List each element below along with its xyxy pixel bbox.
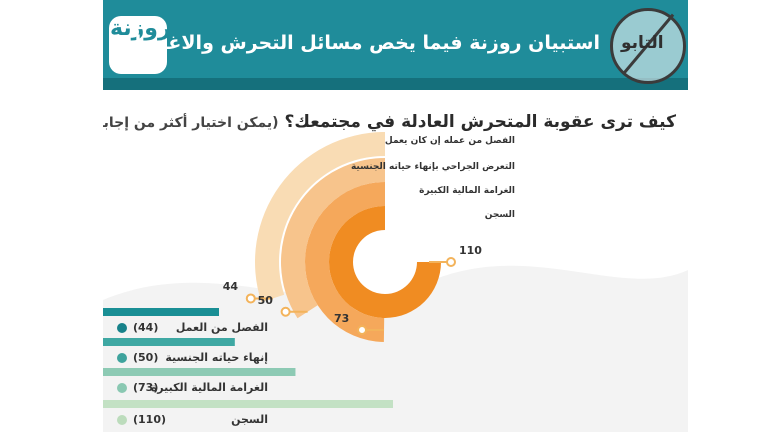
infographic: روزنة استبيان روزنة فيما يخص مسائل التحر… — [103, 0, 688, 432]
bar-value-0: (44) — [133, 321, 159, 334]
leader-marker-1 — [280, 306, 291, 317]
arc-value-3: 110 — [459, 244, 482, 257]
question-text: كيف ترى عقوبة المتحرش العادلة في مجتمعك؟ — [284, 112, 677, 132]
bar-label-2: الغرامة المالية الكبيرة — [150, 381, 268, 394]
leader-marker-0 — [245, 293, 256, 304]
arc-1 — [281, 158, 385, 319]
bar-dot-1 — [117, 353, 127, 363]
background-wave — [103, 265, 688, 432]
bar-label-3: السجن — [231, 413, 268, 426]
arc-value-0: 44 — [222, 280, 239, 294]
bar-3 — [103, 400, 393, 408]
question-title: كيف ترى عقوبة المتحرش العادلة في مجتمعك؟… — [103, 112, 676, 132]
arc-3 — [329, 206, 441, 318]
bar-value-2: (73) — [133, 381, 159, 394]
header-band — [103, 78, 688, 90]
arc-2 — [305, 182, 385, 342]
header-title: استبيان روزنة فيما يخص مسائل التحرش والا… — [115, 32, 600, 54]
logo-tile — [109, 16, 167, 74]
radial-bar-chart — [103, 132, 688, 432]
leader-marker-2 — [357, 324, 368, 335]
left-margin — [0, 0, 103, 432]
bar-value-1: (50) — [133, 351, 159, 364]
bar-dot-0 — [117, 323, 127, 333]
bar-value-3: (110) — [133, 413, 167, 426]
arc-0 — [254, 132, 385, 303]
bar-label-0: الفصل من العمل — [175, 321, 268, 334]
bar-0 — [103, 308, 219, 316]
arc-category-1: التعرض الجراحي بإنهاء حياته الجنسية — [350, 162, 515, 172]
arc-value-2: 73 — [334, 311, 350, 325]
question-note: (يمكن اختيار أكثر من إجابة) — [103, 115, 279, 131]
arc-category-2: الغرامة المالية الكبيرة — [419, 186, 515, 196]
leader-marker-3 — [446, 257, 456, 267]
bar-label-1: إنهاء حياته الجنسية — [165, 351, 268, 364]
watermark: التابو — [621, 33, 664, 53]
bar-1 — [103, 338, 235, 346]
logo: روزنة — [110, 16, 171, 41]
arc-value-1: 50 — [257, 293, 273, 307]
arc-category-3: السجن — [484, 210, 515, 220]
header-banner: روزنة استبيان روزنة فيما يخص مسائل التحر… — [103, 0, 688, 90]
bar-2 — [103, 368, 296, 376]
bar-dot-2 — [117, 383, 127, 393]
watermark-stamp: التابو — [610, 8, 686, 84]
arc-category-0: الفصل من عمله إن كان يعمل — [384, 136, 515, 146]
bar-dot-3 — [117, 415, 127, 425]
